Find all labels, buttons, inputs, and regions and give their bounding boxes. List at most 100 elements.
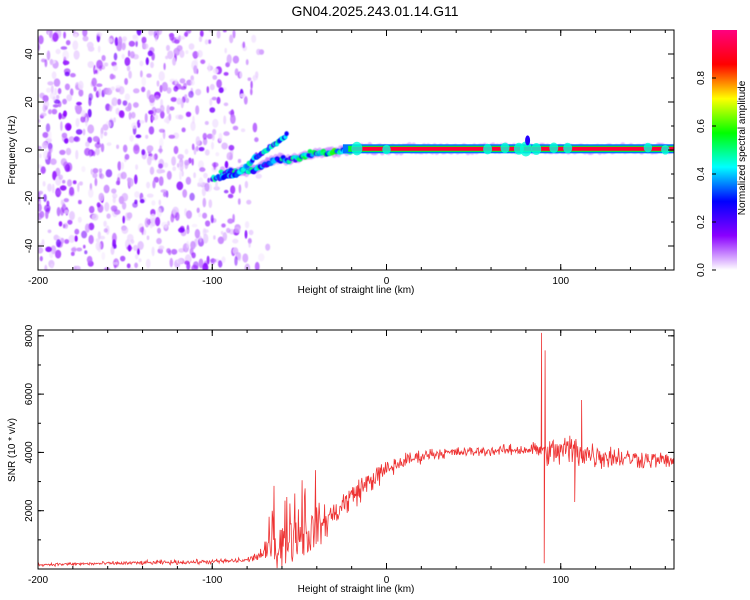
spectrogram-noise-cell (128, 244, 132, 252)
spectrogram-noise-cell (91, 77, 97, 87)
spectrogram-noise-cell (154, 34, 158, 42)
spectrogram-noise-cell (169, 257, 174, 268)
spectrogram-noise-cell (96, 32, 103, 37)
spectrogram-noise-cell (146, 193, 154, 198)
spectrogram-noise-cell (81, 230, 88, 239)
spectrogram-noise-cell (60, 158, 67, 166)
spectrogram-noise-cell (240, 128, 246, 133)
spectrogram-noise-cell (78, 181, 83, 186)
spectrogram-noise-cell (133, 88, 140, 94)
spectrogram-noise-cell (88, 150, 92, 158)
spectrogram-noise-cell (56, 94, 60, 100)
spectrogram-noise-cell (209, 83, 215, 91)
spectrogram-noise-cell (128, 40, 136, 47)
spectrogram-noise-cell (239, 71, 243, 79)
spectrogram-noise-cell (157, 227, 161, 234)
spectrogram-noise-cell (203, 229, 209, 234)
spectrogram-noise-cell (61, 132, 68, 139)
spectrogram-noise-cell (138, 258, 142, 263)
carrier-disturbance (643, 142, 653, 153)
spectrogram-noise-cell (227, 193, 234, 199)
spectrogram-noise-cell (75, 117, 80, 128)
x-tick-label: -100 (202, 276, 222, 287)
spectrogram-noise-cell (81, 166, 86, 173)
spectrogram-noise-cell (156, 237, 162, 245)
spectrogram-noise-cell (98, 168, 103, 173)
spectrogram-noise-cell (212, 118, 219, 128)
spectrogram-noise-cell (166, 44, 170, 52)
spectrogram-noise-cell (144, 217, 150, 228)
spectrogram-noise-cell (40, 112, 47, 117)
spectrogram-noise-cell (173, 85, 179, 92)
spectrogram-noise-cell (151, 106, 157, 116)
spectrogram-noise-cell (158, 163, 163, 169)
spectrogram-noise-cell (44, 204, 51, 212)
spectrogram-noise-cell (62, 60, 70, 66)
spectrogram-noise-cell (168, 134, 176, 139)
spectrogram-noise-cell (134, 191, 140, 198)
spectrogram-noise-cell (78, 80, 84, 90)
spectrogram-noise-cell (113, 52, 118, 61)
spectrogram-noise-cell (104, 202, 110, 212)
spectrogram-noise-cell (117, 36, 123, 46)
spectrogram-noise-cell (96, 202, 101, 208)
snr-series-line (38, 332, 674, 569)
spectrogram-noise-cell (44, 264, 48, 270)
spectrogram-noise-cell (84, 250, 88, 255)
spectrogram-noise-cell (126, 65, 131, 72)
spectrogram-noise-cell (168, 33, 174, 38)
colorbar-tick-label: 0.6 (696, 119, 707, 133)
spectrogram-noise-cell (227, 218, 234, 224)
spectrogram-noise-cell (88, 93, 93, 101)
spectrogram-noise-cell (216, 96, 221, 104)
spectrogram-noise-cell (87, 61, 95, 69)
spectrogram-noise-cell (238, 184, 242, 194)
spectrogram-noise-cell (123, 144, 128, 153)
spectrogram-noise-cell (152, 180, 156, 189)
spectrogram-noise-cell (198, 177, 204, 186)
spectrogram-noise-cell (74, 228, 80, 235)
spectrogram-noise-cell (212, 68, 219, 74)
spectrogram-noise-cell (246, 199, 252, 205)
spectrogram-noise-cell (169, 106, 175, 111)
colorbar-tick-label: 0.4 (696, 167, 707, 181)
spectrogram-noise-cell (202, 137, 208, 146)
spectrogram-noise-cell (82, 35, 89, 42)
spectrogram-noise-cell (209, 98, 213, 106)
spectrogram-noise-cell (222, 232, 228, 241)
spectrogram-noise-cell (216, 30, 221, 39)
spectrogram-noise-cell (96, 83, 103, 87)
spectrogram-noise-cell (256, 48, 262, 56)
spectrogram-noise-cell (78, 199, 82, 205)
spectrogram-noise-cell (203, 233, 209, 244)
spectrogram-noise-cell (113, 117, 116, 123)
spectrogram-noise-cell (42, 181, 46, 187)
spectrogram-y-ticks: -40 -20 0 20 40 (24, 48, 674, 253)
spectrogram-noise-cell (121, 162, 124, 170)
spectrogram-noise-cell (75, 149, 79, 160)
spectrogram-noise-cell (112, 74, 116, 79)
spectrogram-noise-cell (254, 261, 260, 270)
y-tick-label: -40 (24, 238, 35, 253)
spectrogram-noise-cell (121, 53, 125, 60)
spectrogram-noise-cell (121, 192, 129, 202)
spectrogram-noise-cell (124, 153, 130, 160)
carrier-disturbance (549, 142, 559, 154)
spectrogram-noise-cell (134, 199, 138, 205)
y-tick-label: 6000 (24, 383, 35, 406)
spectrogram-branch-cell (284, 131, 289, 137)
spectrogram-noise-cell (81, 109, 86, 118)
spectrogram-noise-cell (258, 253, 265, 262)
spectrogram-noise-cell (250, 88, 253, 96)
spectrogram-noise-cell (232, 125, 239, 131)
spectrogram-noise-cell (207, 177, 211, 183)
spectrogram-tone-track (210, 131, 674, 183)
spectrogram-noise-cell (50, 85, 54, 94)
spectrogram-noise-cell (204, 39, 209, 45)
x-tick-label: 0 (384, 575, 390, 586)
spectrogram-noise-cell (163, 162, 169, 168)
spectrogram-noise-cell (141, 76, 146, 87)
spectrogram-noise-cell (53, 78, 61, 87)
spectrogram-noise-cell (188, 43, 195, 50)
spectrogram-noise-cell (179, 170, 182, 181)
